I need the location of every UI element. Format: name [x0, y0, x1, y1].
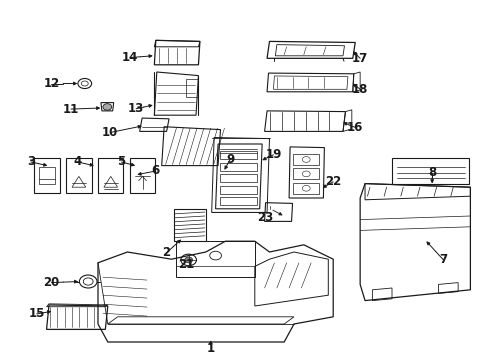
Text: 2: 2 — [163, 246, 171, 259]
Bar — [293, 154, 319, 165]
Bar — [220, 151, 257, 159]
Bar — [293, 183, 319, 194]
Text: 21: 21 — [178, 258, 195, 271]
Text: 12: 12 — [43, 77, 60, 90]
Text: 11: 11 — [63, 103, 79, 116]
Circle shape — [185, 257, 193, 263]
Text: 20: 20 — [43, 276, 60, 289]
Text: 8: 8 — [428, 166, 436, 179]
Text: 9: 9 — [226, 153, 234, 166]
Bar — [39, 167, 55, 184]
Text: 16: 16 — [347, 121, 364, 134]
Bar — [220, 163, 257, 171]
Bar — [220, 174, 257, 182]
Text: 3: 3 — [27, 156, 35, 168]
Bar — [293, 168, 319, 179]
Bar — [220, 197, 257, 205]
Text: 14: 14 — [122, 51, 138, 64]
Text: 23: 23 — [257, 211, 274, 224]
Text: 13: 13 — [128, 102, 145, 115]
Circle shape — [103, 104, 112, 110]
Text: 15: 15 — [28, 307, 45, 320]
Text: 4: 4 — [74, 156, 81, 168]
Bar — [220, 186, 257, 194]
Text: 22: 22 — [325, 175, 342, 188]
Text: 7: 7 — [440, 253, 447, 266]
Text: 1: 1 — [207, 342, 215, 355]
Text: 18: 18 — [352, 83, 368, 96]
Text: 19: 19 — [265, 148, 282, 161]
Text: 5: 5 — [118, 156, 125, 168]
Text: 17: 17 — [352, 52, 368, 65]
Text: 6: 6 — [152, 165, 160, 177]
Text: 10: 10 — [102, 126, 119, 139]
